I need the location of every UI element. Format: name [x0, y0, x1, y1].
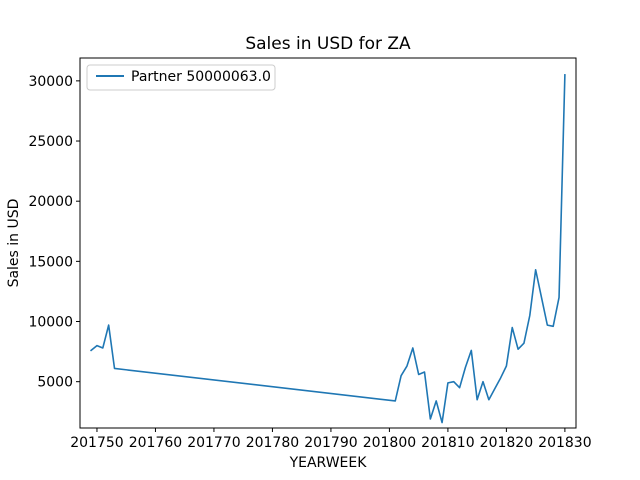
x-tick-label: 201820 — [480, 435, 533, 451]
x-axis-label: YEARWEEK — [289, 455, 368, 471]
y-tick-label: 15000 — [28, 254, 73, 270]
y-axis-label: Sales in USD — [6, 199, 22, 288]
y-axis-ticks: 5000 10000 15000 20000 25000 30000 — [28, 74, 80, 391]
y-tick-label: 5000 — [37, 375, 73, 391]
x-tick-label: 201790 — [304, 435, 357, 451]
legend: Partner 50000063.0 — [86, 64, 276, 91]
x-axis-ticks: 201750 201760 201770 201780 201790 201800 2018… — [70, 428, 592, 451]
y-tick-label: 10000 — [28, 315, 73, 331]
x-tick-label: 201770 — [187, 435, 240, 451]
x-tick-label: 201800 — [363, 435, 416, 451]
y-tick-label: 20000 — [28, 194, 73, 210]
series-layer — [89, 74, 566, 424]
legend-entry-label: Partner 50000063.0 — [131, 69, 271, 85]
x-tick-label: 201780 — [246, 435, 299, 451]
y-tick-label: 30000 — [28, 74, 73, 90]
legend-box — [86, 64, 276, 91]
plot-frame — [79, 57, 577, 429]
chart-title: Sales in USD for ZA — [245, 34, 411, 54]
y-tick-label: 25000 — [28, 134, 73, 150]
x-tick-label: 201750 — [70, 435, 123, 451]
x-tick-label: 201760 — [129, 435, 182, 451]
x-tick-label: 201830 — [538, 435, 591, 451]
x-tick-label: 201810 — [421, 435, 474, 451]
